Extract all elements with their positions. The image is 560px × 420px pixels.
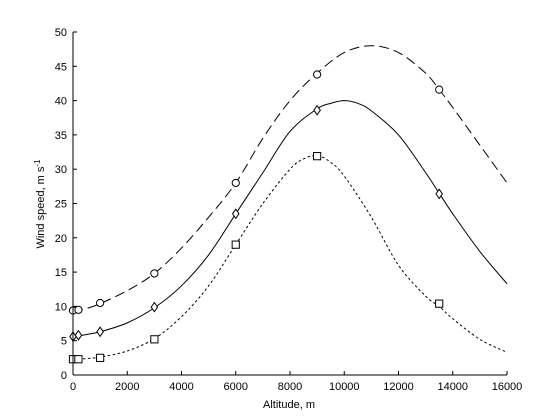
marker-square-5 bbox=[231, 240, 240, 249]
marker-square-2 bbox=[74, 355, 83, 364]
marker-diamond-6 bbox=[313, 104, 321, 116]
y-tick-label: 50 bbox=[55, 27, 67, 39]
y-tick-label: 40 bbox=[55, 96, 67, 108]
marker-circle-7 bbox=[435, 85, 444, 94]
y-axis-label-text: Wind speed, m s bbox=[35, 166, 47, 248]
x-tick-label: 0 bbox=[70, 381, 76, 393]
marker-circle-3 bbox=[96, 298, 105, 308]
plot-area bbox=[73, 32, 507, 375]
marker-circle-5 bbox=[231, 178, 240, 188]
marker-square-3 bbox=[96, 353, 105, 362]
marker-square-7 bbox=[435, 299, 444, 308]
y-tick-label: 0 bbox=[61, 370, 67, 382]
x-tick-label: 2000 bbox=[115, 381, 139, 393]
marker-diamond-7 bbox=[435, 188, 443, 200]
x-tick-label: 6000 bbox=[224, 381, 248, 393]
x-tick-label: 4000 bbox=[169, 381, 193, 393]
marker-square-4 bbox=[150, 335, 159, 344]
marker-circle-6 bbox=[313, 70, 322, 79]
x-tick-label: 12000 bbox=[383, 381, 414, 393]
plot-background bbox=[73, 32, 507, 375]
x-tick-label: 14000 bbox=[437, 381, 468, 393]
marker-diamond-5 bbox=[231, 208, 240, 220]
marker-circle-2 bbox=[74, 305, 83, 314]
y-tick-label: 45 bbox=[55, 61, 67, 73]
y-axis-label-exponent: -1 bbox=[33, 159, 42, 167]
axes-layer: 0 2000 4000 6000 8000 10000 12000 14000 16000 0 5 1… bbox=[55, 27, 523, 393]
x-axis-label: Altitude, m bbox=[263, 399, 315, 411]
series-line-dotted bbox=[72, 154, 508, 360]
marker-diamond-4 bbox=[150, 301, 159, 313]
series-line-solid bbox=[72, 100, 508, 338]
marker-diamond-2 bbox=[74, 329, 83, 341]
y-axis-label: Wind speed, m s-1 bbox=[33, 159, 47, 249]
x-tick-label: 10000 bbox=[329, 381, 360, 393]
marker-square-6 bbox=[313, 152, 322, 161]
y-tick-label: 15 bbox=[55, 267, 67, 279]
y-tick-label: 35 bbox=[55, 130, 67, 142]
y-tick-label: 5 bbox=[61, 336, 67, 348]
marker-circle-4 bbox=[150, 269, 159, 278]
y-tick-label: 10 bbox=[55, 301, 67, 313]
marker-diamond-3 bbox=[96, 326, 104, 338]
y-tick-label: 30 bbox=[55, 164, 67, 176]
x-tick-label: 16000 bbox=[492, 381, 523, 393]
x-tick-label: 8000 bbox=[278, 381, 302, 393]
y-tick-label: 20 bbox=[55, 233, 67, 245]
y-tick-label: 25 bbox=[55, 199, 67, 211]
